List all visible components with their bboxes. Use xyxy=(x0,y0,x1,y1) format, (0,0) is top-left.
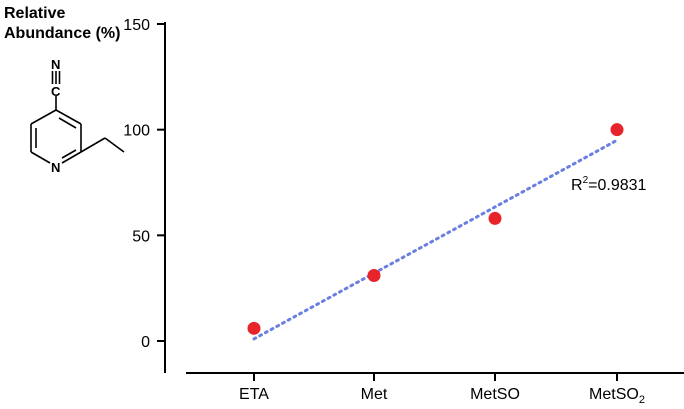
data-point-metso xyxy=(488,211,502,225)
nitrile-c-label: C xyxy=(51,84,61,99)
trendline xyxy=(252,138,619,341)
y-tick-label: 150 xyxy=(123,17,150,34)
x-tick-label: ETA xyxy=(239,386,269,403)
data-point-met xyxy=(367,268,381,282)
ring-n-label: N xyxy=(51,160,60,175)
x-ticks: ETA Met MetSO MetSO2 xyxy=(239,373,645,406)
x-tick-label: Met xyxy=(361,386,388,403)
y-tick-label: 100 xyxy=(123,123,150,140)
x-tick-label: MetSO2 xyxy=(589,386,645,406)
y-axis-title-line1: Relative xyxy=(4,5,65,22)
data-points xyxy=(247,123,624,335)
y-axis-title-line2: Abundance (%) xyxy=(4,25,120,42)
x-tick-label: MetSO xyxy=(470,386,520,403)
y-tick-label: 0 xyxy=(141,334,150,351)
molecule-structure xyxy=(30,71,125,164)
y-ticks: 0 50 100 150 xyxy=(123,17,165,351)
y-tick-label: 50 xyxy=(132,228,150,245)
data-point-metso2 xyxy=(610,123,624,137)
nitrile-n-label: N xyxy=(51,57,60,72)
data-point-eta xyxy=(247,321,261,335)
r-squared-label: R2=0.9831 xyxy=(571,175,647,194)
